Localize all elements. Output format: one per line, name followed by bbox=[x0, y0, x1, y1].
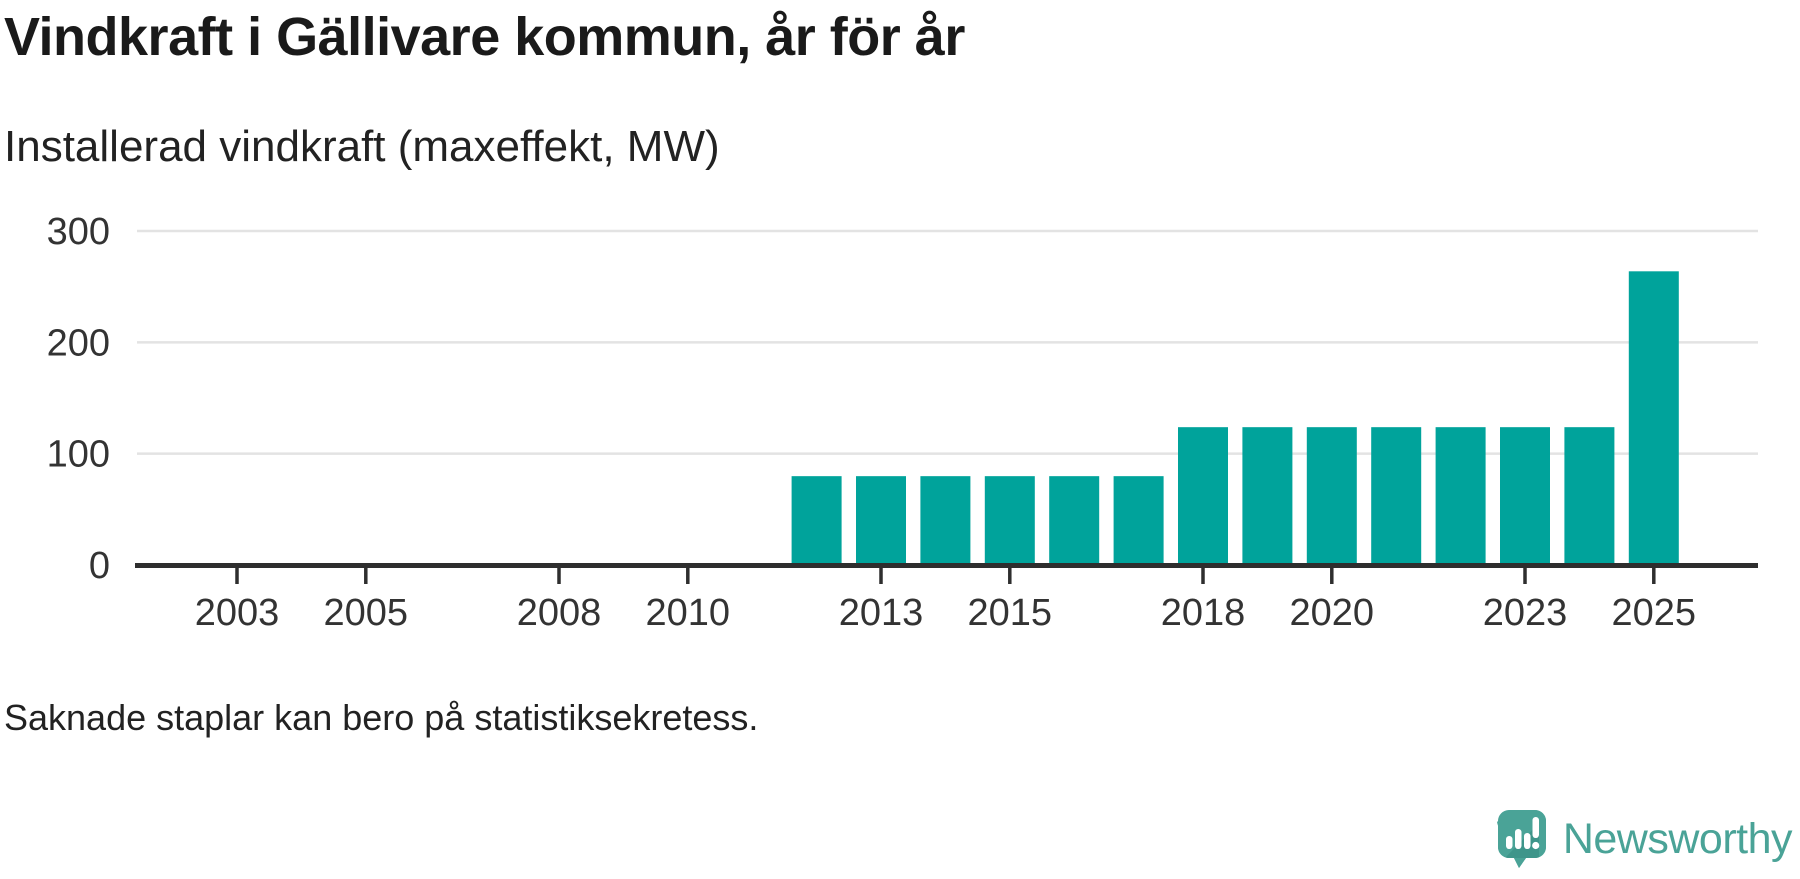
bar-2014 bbox=[920, 476, 971, 563]
newsworthy-branding: Newsworthy bbox=[1496, 809, 1793, 869]
x-axis-label-2008: 2008 bbox=[517, 592, 602, 634]
x-axis-label-2013: 2013 bbox=[839, 592, 924, 634]
bar-2016 bbox=[1049, 476, 1100, 563]
bar-2023 bbox=[1500, 427, 1550, 563]
y-axis-label-300: 300 bbox=[47, 211, 110, 253]
newsworthy-logo-icon bbox=[1496, 810, 1546, 868]
logo-shadow bbox=[1504, 823, 1539, 858]
newsworthy-wordmark: Newsworthy bbox=[1562, 814, 1793, 863]
x-axis-label-2023: 2023 bbox=[1483, 592, 1568, 634]
bar-2025 bbox=[1628, 271, 1679, 563]
x-axis-label-2020: 2020 bbox=[1290, 592, 1375, 634]
x-axis-label-2003: 2003 bbox=[195, 592, 280, 634]
x-axis-label-2025: 2025 bbox=[1612, 592, 1697, 634]
bar-2013 bbox=[856, 476, 906, 563]
bar-2021 bbox=[1371, 427, 1422, 563]
x-axis-label-2015: 2015 bbox=[968, 592, 1053, 634]
bar-2012 bbox=[791, 476, 842, 563]
x-axis-label-2005: 2005 bbox=[324, 592, 409, 634]
chart-footnote: Saknade staplar kan bero på statistiksek… bbox=[4, 697, 759, 738]
bar-2019 bbox=[1242, 427, 1293, 563]
y-axis-label-200: 200 bbox=[47, 322, 110, 364]
chart-subtitle: Installerad vindkraft (maxeffekt, MW) bbox=[4, 122, 720, 171]
y-axis-label-0: 0 bbox=[89, 545, 110, 587]
bar-2024 bbox=[1564, 427, 1615, 563]
bar-2018 bbox=[1178, 427, 1228, 563]
bar-2022 bbox=[1435, 427, 1486, 563]
logo-bars bbox=[1505, 817, 1540, 850]
y-axis-label-100: 100 bbox=[47, 434, 110, 476]
bar-2017 bbox=[1113, 476, 1164, 563]
x-axis-label-2010: 2010 bbox=[646, 592, 731, 634]
x-axis-label-2018: 2018 bbox=[1161, 592, 1246, 634]
bar-2015 bbox=[984, 476, 1035, 563]
bar-2020 bbox=[1306, 427, 1357, 563]
chart-title: Vindkraft i Gällivare kommun, år för år bbox=[4, 7, 965, 67]
